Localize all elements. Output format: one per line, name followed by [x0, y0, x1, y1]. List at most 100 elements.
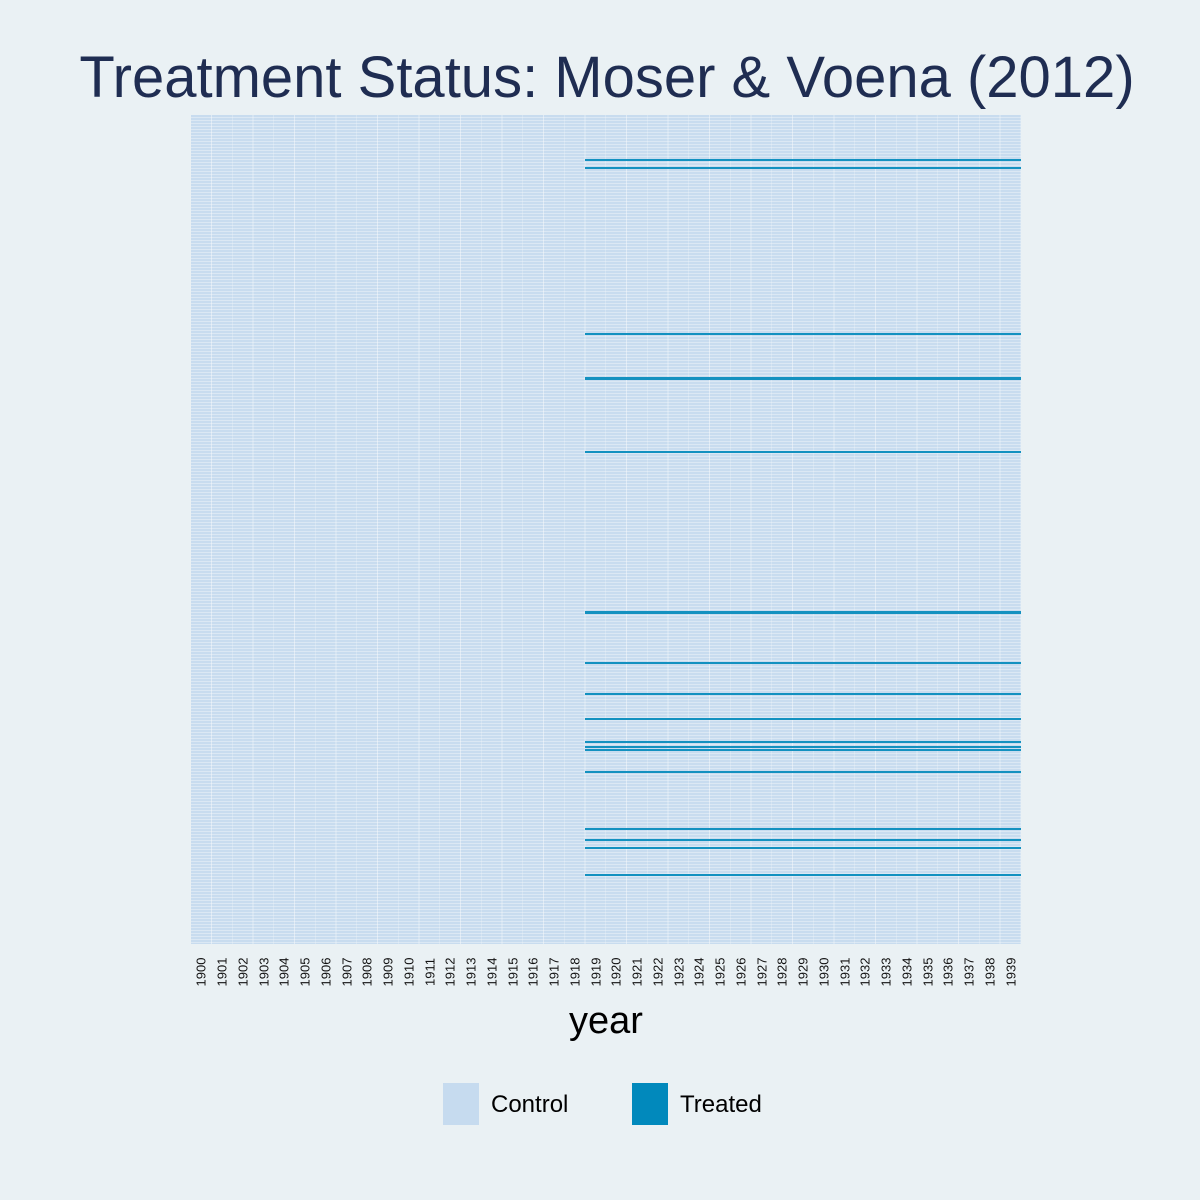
x-tick: 1914 [482, 950, 503, 994]
treated-unit-row [585, 662, 1021, 664]
x-tick: 1927 [751, 950, 772, 994]
x-tick: 1936 [938, 950, 959, 994]
x-tick-label: 1925 [712, 957, 728, 987]
x-tick-label: 1917 [546, 957, 562, 987]
x-tick-label: 1918 [567, 957, 583, 987]
x-tick-label: 1911 [422, 958, 438, 986]
control-swatch [443, 1083, 479, 1125]
x-tick-label: 1916 [525, 957, 541, 987]
x-tick-label: 1902 [235, 957, 251, 987]
x-tick: 1928 [772, 950, 793, 994]
x-tick-label: 1904 [276, 957, 292, 987]
x-tick-label: 1915 [505, 957, 521, 987]
x-tick: 1937 [959, 950, 980, 994]
x-tick-label: 1939 [1003, 957, 1019, 987]
x-tick: 1938 [980, 950, 1001, 994]
x-tick-label: 1905 [297, 957, 313, 987]
x-tick-label: 1931 [837, 957, 853, 987]
x-tick-label: 1908 [359, 957, 375, 987]
x-tick: 1913 [461, 950, 482, 994]
treated-unit-row [585, 611, 1021, 614]
x-axis-ticks: 1900 1901 1902 1903 1904 1905 1906 1907 1908 1909… [191, 950, 1021, 1000]
x-tick-label: 1935 [920, 957, 936, 987]
x-tick-label: 1901 [214, 957, 230, 987]
treated-unit-row [585, 746, 1021, 748]
x-tick-label: 1923 [671, 957, 687, 987]
x-tick-label: 1929 [795, 957, 811, 987]
x-tick: 1920 [606, 950, 627, 994]
x-tick: 1930 [814, 950, 835, 994]
x-tick: 1922 [648, 950, 669, 994]
x-tick: 1908 [357, 950, 378, 994]
x-tick-label: 1907 [339, 957, 355, 987]
x-tick-label: 1921 [629, 957, 645, 987]
treated-swatch [632, 1083, 668, 1125]
x-tick: 1923 [668, 950, 689, 994]
treated-unit-row [585, 693, 1021, 695]
x-tick-label: 1903 [256, 957, 272, 987]
x-tick: 1904 [274, 950, 295, 994]
heatmap-plot-area [191, 115, 1021, 944]
x-tick-label: 1936 [940, 957, 956, 987]
x-tick: 1924 [689, 950, 710, 994]
x-tick-label: 1924 [691, 957, 707, 987]
x-tick-label: 1913 [463, 957, 479, 987]
x-tick-label: 1922 [650, 957, 666, 987]
x-tick: 1939 [1000, 950, 1021, 994]
treated-unit-row [585, 377, 1021, 380]
treated-unit-row [585, 451, 1021, 453]
x-tick: 1910 [399, 950, 420, 994]
treated-unit-row [585, 749, 1021, 751]
x-tick: 1921 [627, 950, 648, 994]
x-tick-label: 1933 [878, 957, 894, 987]
x-tick: 1909 [378, 950, 399, 994]
x-tick: 1902 [233, 950, 254, 994]
legend-label-control: Control [491, 1091, 569, 1118]
x-tick-label: 1926 [733, 957, 749, 987]
x-tick: 1916 [523, 950, 544, 994]
x-tick-label: 1906 [318, 957, 334, 987]
treated-unit-row [585, 874, 1021, 876]
x-tick-label: 1920 [608, 957, 624, 987]
treated-unit-row [585, 847, 1021, 849]
x-tick-label: 1912 [442, 957, 458, 987]
x-tick: 1925 [710, 950, 731, 994]
x-tick: 1918 [565, 950, 586, 994]
x-tick-label: 1914 [484, 957, 500, 987]
x-tick-label: 1938 [982, 957, 998, 987]
x-tick: 1915 [502, 950, 523, 994]
x-tick-label: 1919 [588, 957, 604, 987]
x-tick: 1932 [855, 950, 876, 994]
x-tick-label: 1937 [961, 957, 977, 987]
x-tick: 1900 [191, 950, 212, 994]
x-tick: 1906 [316, 950, 337, 994]
x-tick-label: 1928 [774, 957, 790, 987]
treated-unit-row [585, 159, 1021, 161]
treated-unit-row [585, 839, 1021, 841]
x-tick: 1935 [917, 950, 938, 994]
x-tick: 1912 [440, 950, 461, 994]
x-tick: 1907 [336, 950, 357, 994]
x-tick: 1933 [876, 950, 897, 994]
x-tick-label: 1934 [899, 957, 915, 987]
x-tick: 1926 [731, 950, 752, 994]
x-axis-label: year [569, 1000, 643, 1042]
treated-unit-row [585, 167, 1021, 169]
legend: Control Treated [0, 1083, 1200, 1125]
x-tick: 1901 [212, 950, 233, 994]
x-tick: 1919 [585, 950, 606, 994]
x-tick-label: 1927 [754, 957, 770, 987]
x-tick: 1917 [544, 950, 565, 994]
x-tick-label: 1900 [193, 957, 209, 987]
x-tick-label: 1909 [380, 957, 396, 987]
x-tick: 1905 [295, 950, 316, 994]
treated-unit-row [585, 718, 1021, 720]
treated-unit-row [585, 741, 1021, 743]
x-tick: 1931 [834, 950, 855, 994]
treated-unit-row [585, 333, 1021, 335]
x-tick: 1934 [897, 950, 918, 994]
x-tick-label: 1930 [816, 957, 832, 987]
x-tick-label: 1910 [401, 957, 417, 987]
chart-title: Treatment Status: Moser & Voena (2012) [79, 45, 1135, 110]
treated-unit-row [585, 771, 1021, 773]
